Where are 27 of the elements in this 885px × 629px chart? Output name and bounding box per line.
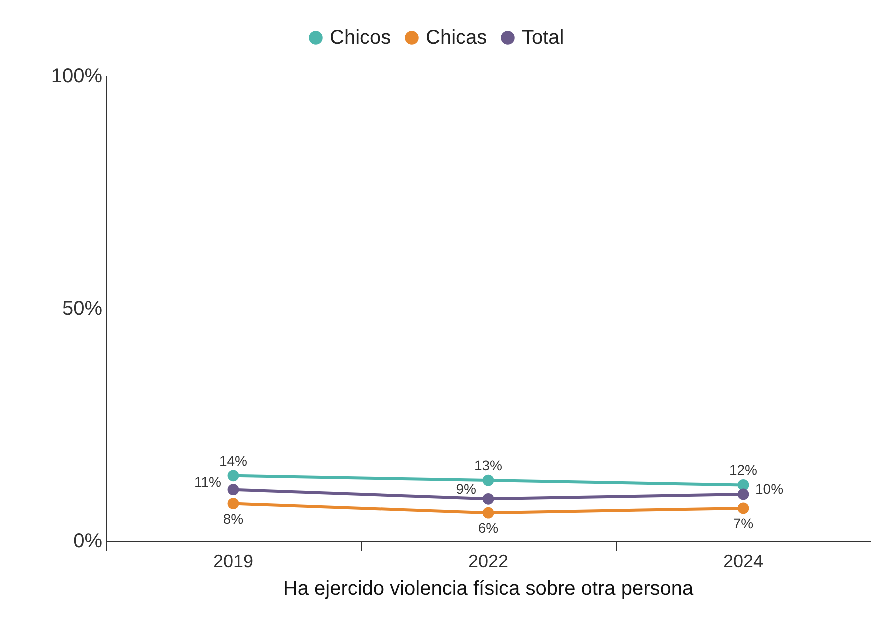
point xyxy=(228,484,240,496)
x-tick-label: 2019 xyxy=(213,552,254,572)
data-label: 7% xyxy=(733,515,754,532)
x-tick-label: 2022 xyxy=(468,552,509,572)
data-label: 8% xyxy=(223,510,244,527)
y-tick-label: 0% xyxy=(74,530,103,552)
point xyxy=(482,507,494,519)
x-axis-title: Ha ejercido violencia física sobre otra persona xyxy=(283,578,694,600)
data-label: 9% xyxy=(456,480,476,497)
point xyxy=(228,470,240,482)
point xyxy=(228,498,240,510)
point xyxy=(738,488,750,500)
point xyxy=(482,493,494,505)
data-label: 12% xyxy=(729,462,758,478)
legend-label: Chicas xyxy=(426,27,488,49)
legend-label: Total xyxy=(522,27,564,49)
y-tick-label: 100% xyxy=(51,66,103,88)
y-tick-label: 50% xyxy=(62,298,103,320)
data-label: 6% xyxy=(478,520,499,536)
point xyxy=(738,502,750,514)
data-label: 11% xyxy=(194,474,222,490)
x-tick-label: 2024 xyxy=(723,552,764,572)
data-label: 10% xyxy=(756,480,784,497)
point xyxy=(482,474,494,486)
legend-label: Chicos xyxy=(330,27,392,49)
data-label: 13% xyxy=(474,458,503,474)
data-label: 14% xyxy=(219,452,248,469)
